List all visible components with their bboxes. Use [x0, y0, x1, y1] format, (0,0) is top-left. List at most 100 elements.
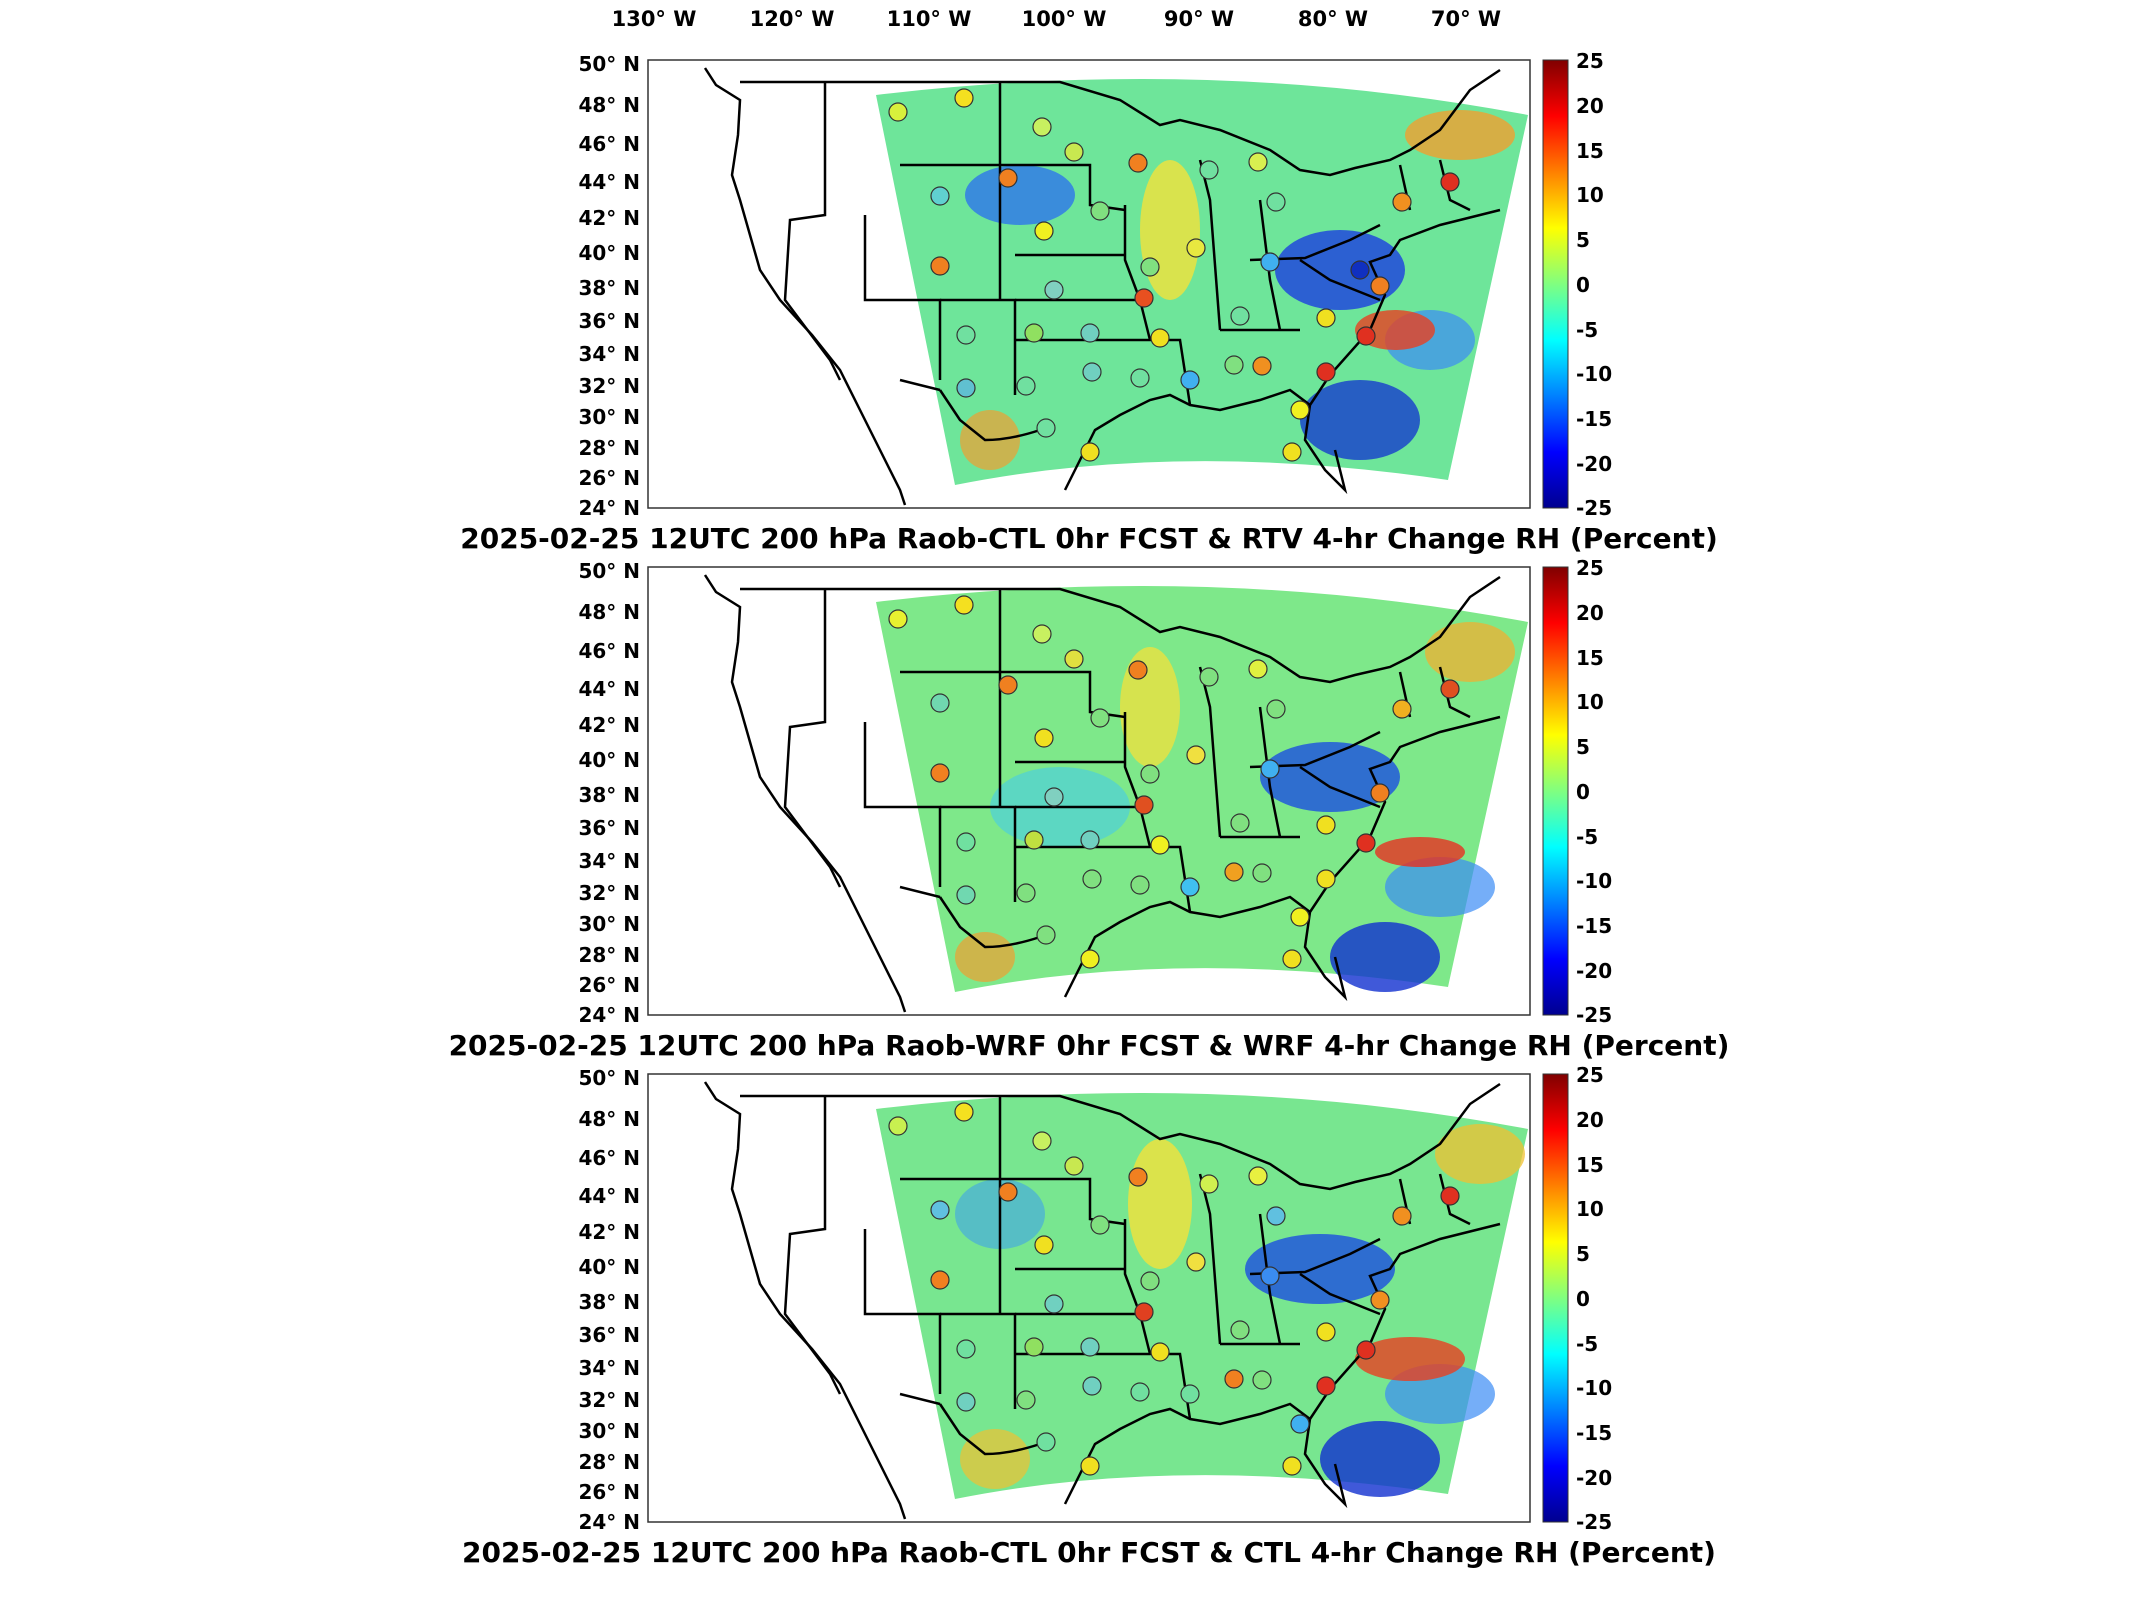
raob-station-marker [1150, 1342, 1170, 1362]
raob-station-marker [1290, 400, 1310, 420]
lat-label: 24° N [578, 1003, 640, 1027]
lon-label: 100° W [1022, 7, 1107, 31]
raob-station-marker [1186, 238, 1206, 258]
colorbar-tick-label: 20 [1576, 1108, 1604, 1132]
raob-station-marker [1266, 1206, 1286, 1226]
lat-label: 44° N [578, 677, 640, 701]
lat-label: 38° N [578, 783, 640, 807]
longitude-axis: 130° W 120° W 110° W 100° W 90° W 80° W … [612, 7, 1502, 31]
raob-station-marker [1356, 326, 1376, 346]
raob-station-marker [1230, 813, 1250, 833]
colorbar: 25 20 15 10 5 0 -5 -10 -15 -20 -25 [1542, 556, 1612, 1027]
raob-station-marker [1032, 624, 1052, 644]
lon-label: 70° W [1431, 7, 1501, 31]
rh-anomaly-moist [960, 1429, 1030, 1489]
raob-station-marker [1032, 1131, 1052, 1151]
raob-station-marker [930, 693, 950, 713]
raob-station-marker [998, 675, 1018, 695]
colorbar-tick-label: 0 [1576, 780, 1590, 804]
lat-label: 48° N [578, 93, 640, 117]
raob-station-marker [1224, 355, 1244, 375]
map-panel-3: 50° N 48° N 46° N 44° N 42° N 40° N 38° … [462, 1063, 1716, 1569]
raob-station-marker [1134, 795, 1154, 815]
raob-station-marker [1034, 1235, 1054, 1255]
rh-anomaly-dry [965, 165, 1075, 225]
raob-station-marker [1316, 1322, 1336, 1342]
colorbar-gradient [1542, 59, 1569, 509]
lat-label: 40° N [578, 748, 640, 772]
raob-station-marker [930, 763, 950, 783]
raob-station-marker [1370, 783, 1390, 803]
map-borders [703, 67, 1501, 506]
raob-station-marker [1080, 949, 1100, 969]
lat-label: 46° N [578, 639, 640, 663]
raob-station-marker [956, 1339, 976, 1359]
colorbar-tick-label: 10 [1576, 1197, 1604, 1221]
raob-station-marker [1128, 153, 1148, 173]
raob-station-marker [1080, 830, 1100, 850]
rh-anomaly-dry [1330, 922, 1440, 992]
rh-anomaly-moist [1435, 1124, 1525, 1184]
rh-anomaly-moist [1140, 160, 1200, 300]
raob-station-marker [1392, 1206, 1412, 1226]
raob-station-marker [1082, 869, 1102, 889]
rh-anomaly-moist [955, 932, 1015, 982]
raob-station-marker [956, 378, 976, 398]
raob-station-marker [1260, 1266, 1280, 1286]
raob-station-marker [1180, 877, 1200, 897]
rh-anomaly-moist [1355, 1337, 1465, 1381]
raob-station-marker [1016, 376, 1036, 396]
rh-anomaly-moist [1120, 647, 1180, 767]
raob-station-marker [1130, 1382, 1150, 1402]
raob-station-marker [1290, 1414, 1310, 1434]
rh-anomaly-moist [1405, 110, 1515, 160]
latitude-axis: 50° N 48° N 46° N 44° N 42° N 40° N 38° … [578, 1066, 640, 1534]
colorbar-tick-label: -15 [1576, 407, 1612, 431]
raob-station-marker [1252, 863, 1272, 883]
lat-label: 32° N [578, 881, 640, 905]
raob-station-marker [1090, 201, 1110, 221]
colorbar-tick-label: -10 [1576, 1376, 1612, 1400]
raob-station-marker [1316, 362, 1336, 382]
raob-station-marker [1230, 1320, 1250, 1340]
colorbar-tick-label: 15 [1576, 1153, 1604, 1177]
lon-label: 130° W [612, 7, 697, 31]
lat-label: 30° N [578, 405, 640, 429]
colorbar-tick-label: 0 [1576, 1287, 1590, 1311]
raob-station-marker [1316, 308, 1336, 328]
raob-station-marker [1186, 745, 1206, 765]
raob-station-marker [1134, 1302, 1154, 1322]
raob-station-marker [1316, 1376, 1336, 1396]
colorbar-tick-label: 5 [1576, 735, 1590, 759]
colorbar-tick-label: -5 [1576, 318, 1598, 342]
raob-station-marker [1064, 1156, 1084, 1176]
lon-label: 120° W [750, 7, 835, 31]
raob-station-marker [1036, 925, 1056, 945]
raob-station-marker [956, 885, 976, 905]
lat-label: 44° N [578, 1184, 640, 1208]
analysis-swath [876, 586, 1528, 992]
lat-label: 30° N [578, 1419, 640, 1443]
raob-station-marker [1024, 1337, 1044, 1357]
lat-label: 26° N [578, 973, 640, 997]
colorbar-tick-label: 20 [1576, 601, 1604, 625]
lat-label: 28° N [578, 436, 640, 460]
raob-station-marker [954, 1102, 974, 1122]
raob-station-marker [1082, 362, 1102, 382]
colorbar-tick-label: 20 [1576, 94, 1604, 118]
raob-stations [888, 595, 1460, 969]
colorbar-tick-label: -25 [1576, 1510, 1612, 1534]
raob-station-marker [1016, 1390, 1036, 1410]
lon-label: 110° W [887, 7, 972, 31]
raob-station-marker [1186, 1252, 1206, 1272]
colorbar-tick-label: -20 [1576, 452, 1612, 476]
raob-station-marker [1082, 1376, 1102, 1396]
lat-label: 28° N [578, 943, 640, 967]
colorbar: 25 20 15 10 5 0 -5 -10 -15 -20 -25 [1542, 49, 1612, 520]
raob-station-marker [1440, 1186, 1460, 1206]
colorbar-tick-label: -15 [1576, 1421, 1612, 1445]
raob-station-marker [1248, 1166, 1268, 1186]
raob-station-marker [1230, 306, 1250, 326]
raob-station-marker [998, 1182, 1018, 1202]
